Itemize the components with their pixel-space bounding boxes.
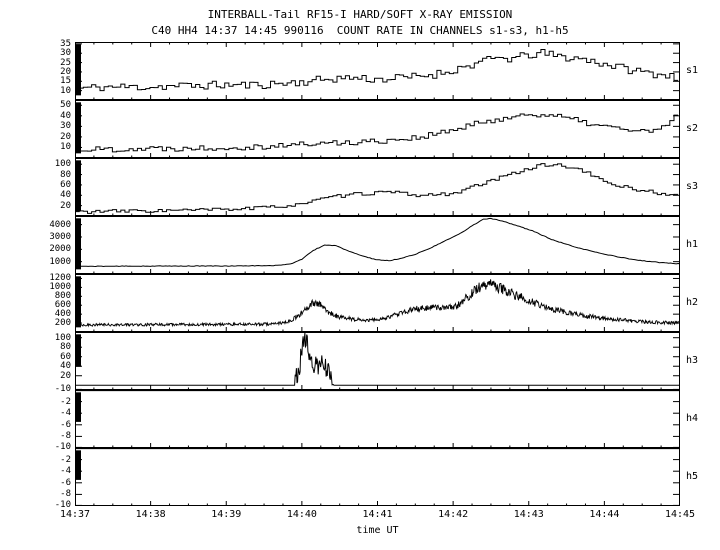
y-tick-label: 60	[60, 179, 71, 190]
panel-label-h4: h4	[686, 413, 699, 424]
y-tick-label: -10	[54, 384, 71, 395]
y-tick-label: 10	[60, 85, 71, 96]
plot-area: 35 30 25 20 15 10 s1 50 40 30 20 10 s2 100 80 60 40 20 s3 4…	[49, 39, 698, 520]
series-h3	[75, 332, 680, 386]
panel-s2: 50 40 30 20 10 s2	[60, 100, 698, 158]
y-tick-label: 15	[60, 76, 71, 87]
y-tick-label: 40	[60, 110, 71, 121]
panel-s1: 35 30 25 20 15 10 s1	[60, 39, 698, 100]
series-s2	[75, 113, 679, 153]
y-tick-label: 2000	[49, 244, 71, 255]
y-tick-label: 1000	[49, 282, 71, 293]
panel-plot-h2	[75, 274, 680, 332]
y-tick-label: -2	[60, 454, 71, 465]
y-tick-label: 40	[60, 361, 71, 372]
y-tick-label: -10	[54, 500, 71, 511]
panel-h4: -2 -4 -6 -8 -10 h4	[55, 390, 698, 452]
series-h1	[75, 217, 680, 268]
y-tick-label: 20	[60, 131, 71, 142]
panel-label-h3: h3	[686, 355, 699, 366]
panel-plot-h4	[75, 390, 680, 448]
y-tick-label: 80	[60, 342, 71, 353]
y-tick-label: 20	[60, 200, 71, 211]
panel-h3: 100 80 60 40 20 -10 h3	[55, 332, 698, 394]
y-tick-label: 30	[60, 48, 71, 59]
y-tick-label: 80	[60, 169, 71, 180]
panel-label-s1: s1	[686, 65, 699, 76]
y-tick-label: 20	[60, 370, 71, 381]
x-tick-label: 14:39	[211, 509, 242, 520]
y-tick-label: -8	[60, 489, 71, 500]
panel-plot-s2	[75, 100, 680, 158]
y-tick-label: 100	[54, 159, 71, 170]
panel-plot-s3	[75, 158, 680, 216]
panel-plot-h5	[75, 448, 680, 506]
y-tick-label: 200	[54, 318, 71, 329]
y-tick-label: -4	[60, 408, 71, 419]
figure-subtitle: C40 HH4 14:37 14:45 990116 COUNT RATE IN…	[151, 24, 569, 37]
panel-label-h1: h1	[686, 239, 699, 250]
y-tick-label: -4	[60, 466, 71, 477]
y-tick-label: 20	[60, 66, 71, 77]
y-tick-label: 35	[60, 38, 71, 49]
y-tick-label: 30	[60, 121, 71, 132]
panel-plot-s1	[75, 42, 680, 100]
y-tick-label: 3000	[49, 231, 71, 242]
y-tick-label: 10	[60, 142, 71, 153]
panel-plot-h1	[75, 216, 680, 274]
panel-label-h5: h5	[686, 471, 699, 482]
y-tick-label: 600	[54, 300, 71, 311]
panel-h1: 4000 3000 2000 1000 h1	[49, 216, 698, 274]
series-h2	[75, 279, 680, 328]
y-tick-label: -10	[54, 442, 71, 453]
y-tick-label: 25	[60, 57, 71, 68]
x-tick-label: 14:37	[59, 509, 91, 520]
x-tick-label: 14:41	[362, 509, 393, 520]
y-tick-label: 40	[60, 190, 71, 201]
panel-s3: 100 80 60 40 20 s3	[55, 158, 698, 216]
y-tick-label: 800	[54, 291, 71, 302]
y-tick-label: 1200	[49, 273, 71, 284]
figure-title: INTERBALL-Tail RF15-I HARD/SOFT X-RAY EM…	[207, 8, 513, 21]
x-axis-label: time UT	[356, 525, 399, 536]
y-tick-label: 100	[54, 332, 71, 343]
panel-h2: 1200 1000 800 600 400 200 h2	[49, 273, 698, 332]
y-tick-label: 60	[60, 351, 71, 362]
panel-label-h2: h2	[686, 297, 699, 308]
y-tick-label: -8	[60, 431, 71, 442]
y-tick-label: 1000	[49, 256, 71, 267]
y-tick-label: -6	[60, 419, 71, 430]
panel-plot-h3	[75, 332, 680, 390]
series-s3	[75, 163, 679, 214]
y-tick-label: 400	[54, 309, 71, 320]
series-s1	[75, 49, 679, 92]
y-tick-label: -2	[60, 396, 71, 407]
panel-label-s2: s2	[686, 123, 699, 134]
x-tick-label: 14:43	[513, 509, 544, 520]
y-tick-label: 4000	[49, 219, 71, 230]
x-tick-label: 14:42	[438, 509, 469, 520]
y-tick-label: -6	[60, 477, 71, 488]
y-tick-label: 50	[60, 100, 71, 111]
x-tick-label: 14:40	[286, 509, 317, 520]
x-tick-label: 14:45	[664, 509, 696, 520]
x-tick-label: 14:38	[135, 509, 166, 520]
panel-label-s3: s3	[686, 181, 699, 192]
x-tick-label: 14:44	[589, 509, 620, 520]
panel-h5: -2 -4 -6 -8 -10 h5	[55, 448, 698, 510]
